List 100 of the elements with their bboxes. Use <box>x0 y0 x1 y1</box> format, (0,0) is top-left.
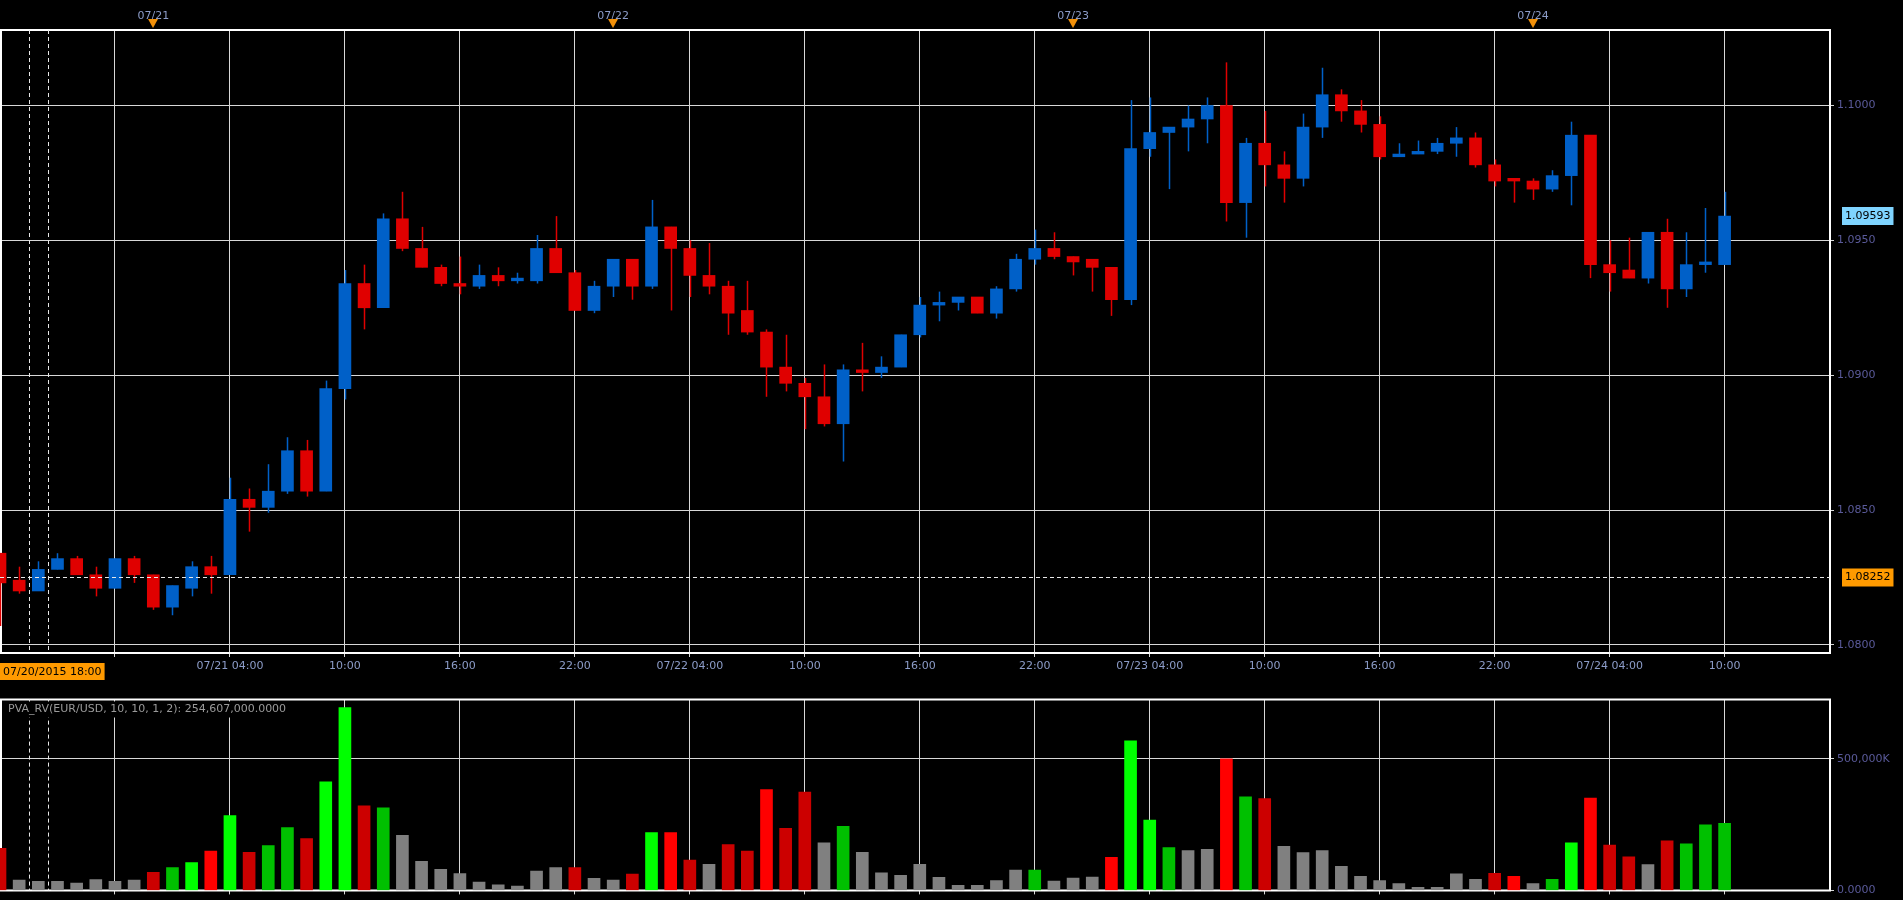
y-tick-label: 500,000K <box>1837 751 1891 765</box>
bar <box>798 791 812 891</box>
bar <box>261 845 275 891</box>
x-tick-label: 22:00 <box>1478 659 1511 673</box>
candlestick <box>760 328 773 398</box>
chart-title: PVA_RV(EUR/USD, 10, 10, 1, 2): 254,607,000.0000 <box>8 702 287 716</box>
bar <box>1660 840 1674 891</box>
bar <box>1622 856 1636 891</box>
bar <box>319 781 333 891</box>
candlestick <box>376 212 390 309</box>
bar <box>1066 877 1080 891</box>
bar <box>606 879 620 891</box>
x-tick-label: 16:00 <box>444 659 476 673</box>
bar <box>645 832 658 891</box>
bar <box>491 884 505 891</box>
y-tick-label: 1.0900 <box>1837 368 1876 382</box>
bar <box>741 850 754 891</box>
bar <box>1220 758 1233 891</box>
bar <box>1009 869 1022 891</box>
bar <box>376 807 390 891</box>
candlestick <box>1450 126 1463 158</box>
bar <box>1469 879 1482 891</box>
bar <box>1450 873 1463 891</box>
bar <box>1047 880 1061 891</box>
bar <box>1162 847 1176 891</box>
candlestick <box>1009 253 1022 293</box>
bar <box>760 789 773 891</box>
candlestick <box>549 215 563 274</box>
bar <box>1028 869 1042 891</box>
bar <box>1641 864 1655 891</box>
bar <box>242 851 256 891</box>
bar <box>1507 876 1521 891</box>
candlestick <box>779 334 792 393</box>
candlestick <box>1335 88 1348 123</box>
bar <box>223 815 237 891</box>
bar <box>1181 850 1195 891</box>
bar <box>89 879 103 891</box>
bar <box>108 881 122 891</box>
bar <box>1258 798 1272 891</box>
bar <box>1277 846 1291 891</box>
candlestick <box>472 263 486 290</box>
candlestick <box>1584 134 1597 279</box>
candlestick <box>300 439 313 498</box>
ref-line-label: 1.08252 <box>1845 570 1891 584</box>
y-tick-label: 1.0950 <box>1837 233 1876 247</box>
y-tick-label: 1.0800 <box>1837 637 1876 651</box>
bar <box>12 879 26 891</box>
candlestick <box>1354 99 1367 134</box>
x-tick-label: 10:00 <box>1708 659 1741 673</box>
candlestick <box>875 355 888 379</box>
candlestick <box>281 436 294 495</box>
x2-tick-label: 07/22 <box>597 9 630 23</box>
bar <box>702 864 716 891</box>
text: 1.09593 <box>1845 208 1891 222</box>
bar <box>1564 842 1578 891</box>
candlestick <box>606 258 620 298</box>
candlestick <box>626 258 639 301</box>
bar <box>281 827 294 891</box>
x-tick-label: 10:00 <box>788 659 821 673</box>
bar <box>51 881 64 891</box>
bar <box>1679 843 1693 891</box>
bar <box>894 875 907 891</box>
candlestick <box>1124 99 1137 306</box>
bar <box>1526 883 1540 891</box>
bar <box>185 862 198 891</box>
bar <box>626 873 639 891</box>
candlestick <box>1239 137 1252 239</box>
x-tick-label: 22:00 <box>559 659 591 673</box>
candlestick <box>319 379 333 492</box>
bar <box>990 880 1003 891</box>
bar <box>587 877 601 891</box>
candlestick <box>1220 61 1233 223</box>
bar <box>70 882 83 891</box>
bar <box>530 870 543 891</box>
candlestick <box>415 226 428 269</box>
candlestick <box>491 266 505 287</box>
candlestick <box>855 342 869 393</box>
y-tick-label: 0.0000 <box>1837 883 1876 897</box>
candlestick <box>702 242 716 296</box>
bar <box>1718 822 1731 891</box>
x-tick-label: 16:00 <box>903 659 936 673</box>
candlestick <box>204 555 218 595</box>
bar <box>204 850 218 891</box>
bar <box>1143 819 1157 891</box>
x-tick-label: 07/23 04:00 <box>1116 659 1184 673</box>
bar <box>1603 844 1616 891</box>
x-tick-label: 07/24 04:00 <box>1576 659 1644 673</box>
candlestick <box>894 334 907 368</box>
bar <box>970 885 984 891</box>
candlestick <box>990 285 1003 320</box>
bar <box>932 876 946 891</box>
bar <box>300 838 313 891</box>
candlestick <box>1488 158 1501 188</box>
x2-tick-label: 07/23 <box>1057 9 1089 23</box>
candlestick <box>453 255 467 296</box>
candlestick <box>1603 239 1616 293</box>
candlestick <box>434 263 448 287</box>
bar <box>855 851 869 891</box>
bar <box>683 859 697 891</box>
bar <box>817 842 831 891</box>
